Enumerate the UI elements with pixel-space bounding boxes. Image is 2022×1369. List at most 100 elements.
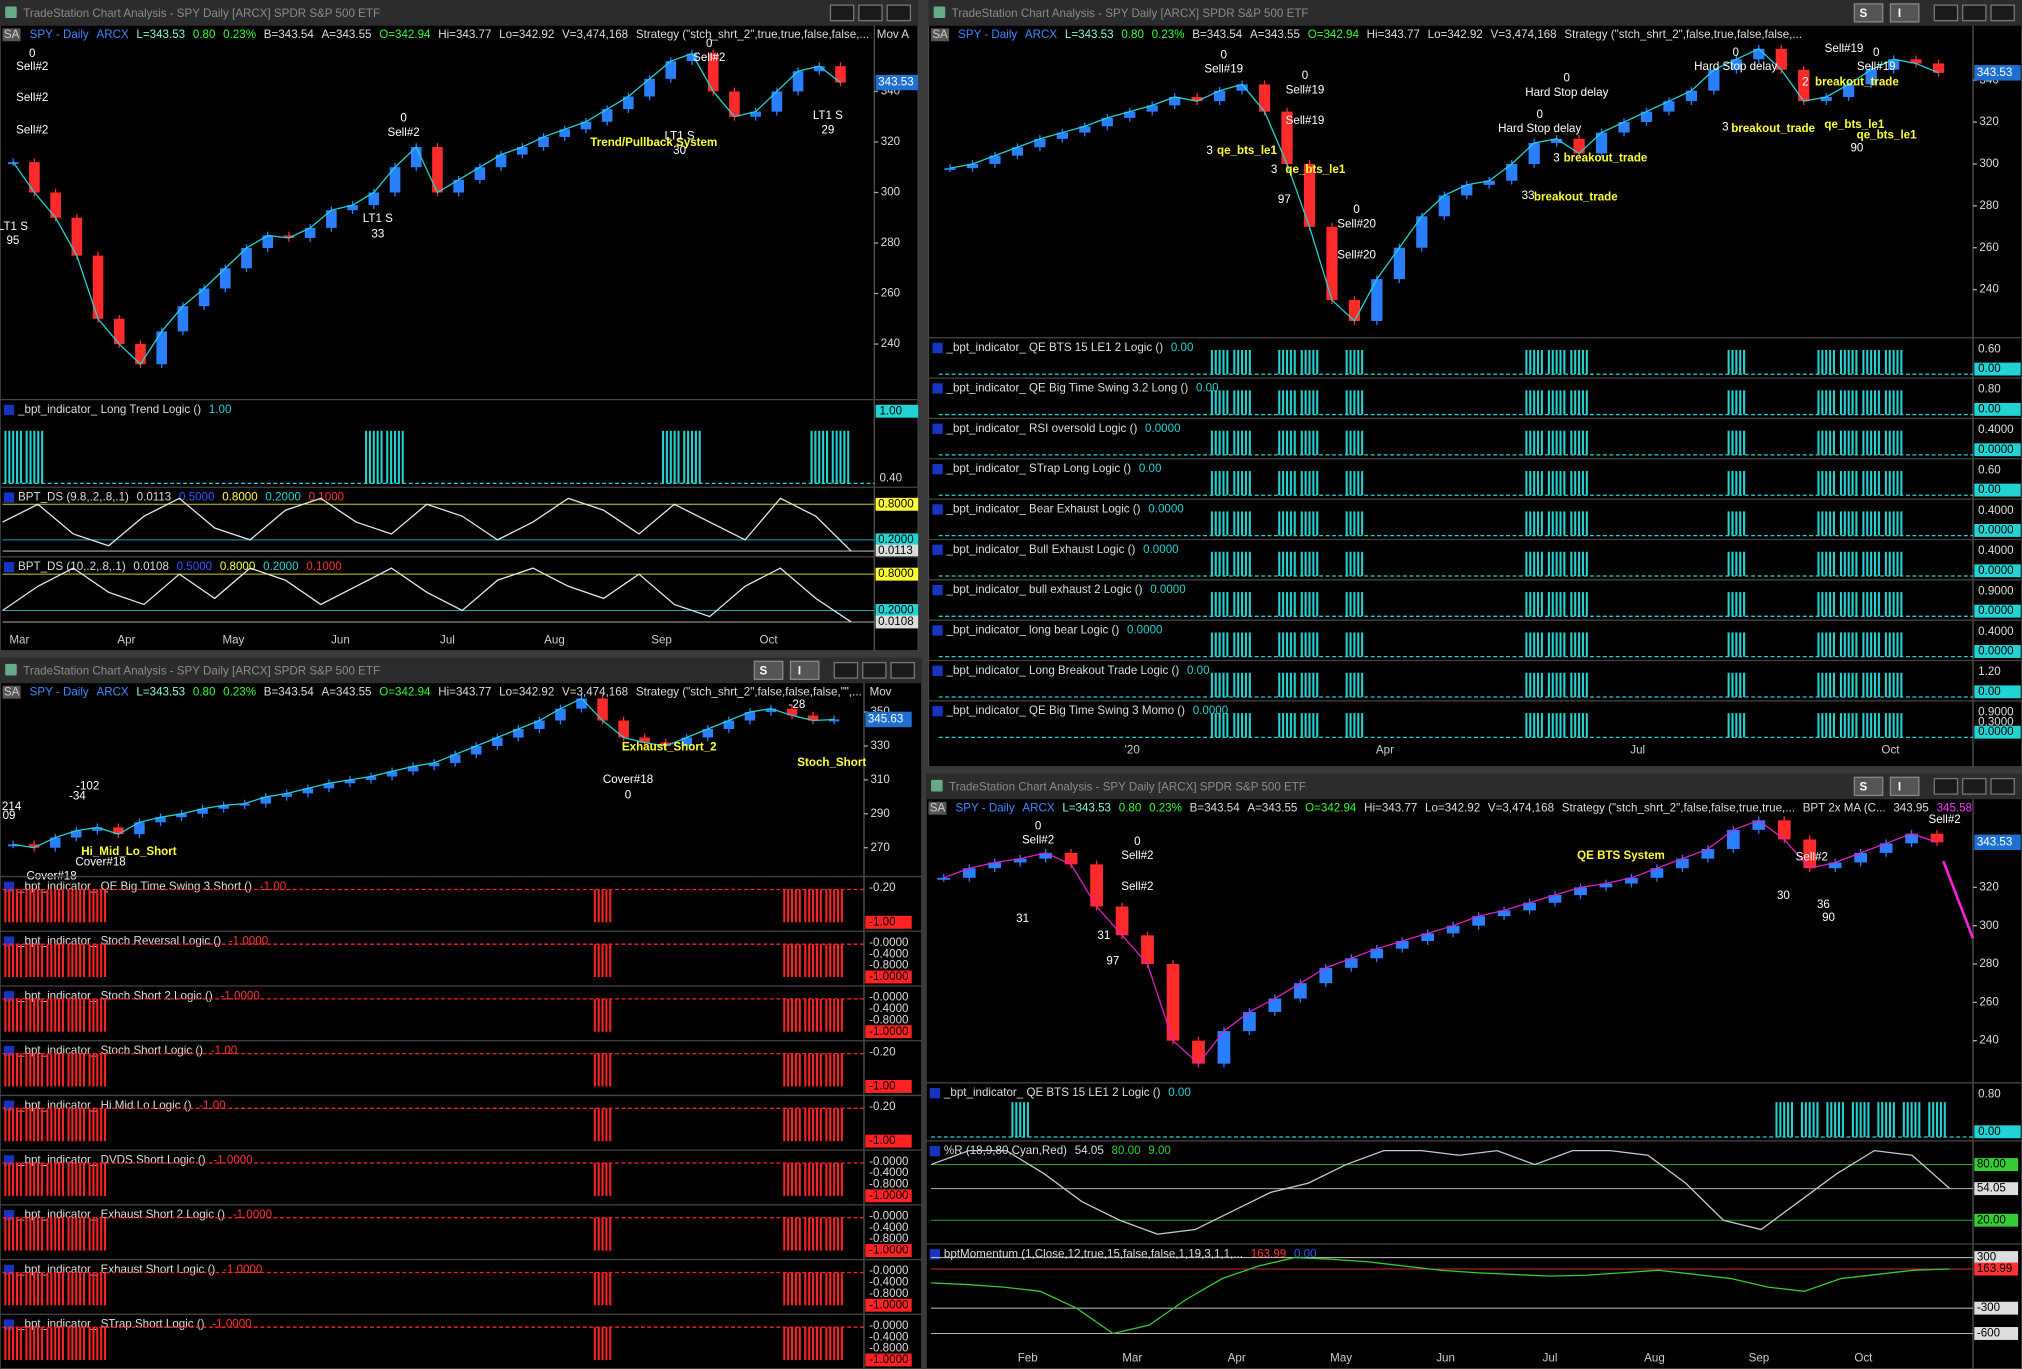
- signal-bar: [19, 1163, 22, 1196]
- signal-bar: [1902, 1102, 1905, 1137]
- signal-bar: [1308, 350, 1311, 375]
- candle: [1685, 90, 1698, 102]
- signal-label: Sell#19: [1204, 63, 1243, 76]
- tool-button[interactable]: [753, 660, 784, 680]
- tool-button[interactable]: [1853, 3, 1884, 23]
- signal-bar: [1210, 632, 1213, 657]
- maximize-button[interactable]: [1962, 777, 1987, 795]
- signal-bar: [67, 1217, 70, 1251]
- signal-bar: [1892, 471, 1895, 496]
- y-tick-label: 240: [1979, 283, 1998, 296]
- minimize-button[interactable]: [1933, 777, 1959, 795]
- signal-bar: [601, 1053, 604, 1087]
- signal-bar: [4, 1163, 7, 1196]
- info-text: A=343.55: [322, 28, 372, 41]
- signal-bar: [1855, 511, 1858, 536]
- signal-label: Sell#2: [1796, 850, 1828, 863]
- y-tick-label: 240: [1979, 1034, 1998, 1047]
- level-label: 0.2000: [878, 604, 913, 617]
- close-button[interactable]: [1990, 777, 2015, 795]
- tool-button[interactable]: [1889, 3, 1920, 23]
- candle: [989, 155, 1001, 164]
- signal-bar: [1304, 592, 1307, 617]
- signal-bar: [88, 1108, 91, 1142]
- tool-button[interactable]: [1889, 776, 1920, 797]
- signal-bar: [1825, 471, 1828, 496]
- panel-label: 9.00: [1148, 1144, 1171, 1157]
- signal-bar: [1727, 672, 1730, 698]
- chart-window: TradeStation Chart Analysis - SPY Daily …: [925, 773, 2022, 1369]
- panel-label: _bpt_indicator_ QE Big Time Swing 3 Momo…: [946, 704, 1186, 717]
- signal-bar: [1841, 1102, 1844, 1137]
- signal-bar: [1308, 430, 1311, 455]
- minimize-button[interactable]: [833, 661, 859, 679]
- signal-bar: [1731, 350, 1734, 375]
- signal-bar: [601, 944, 604, 978]
- signal-bar: [815, 944, 818, 978]
- minimize-button[interactable]: [1933, 4, 1959, 22]
- signal-bar: [1866, 672, 1869, 698]
- close-button[interactable]: [890, 661, 915, 679]
- y-tick-label: 310: [870, 773, 889, 786]
- panel-label: -1.0000: [229, 935, 268, 948]
- signal-bar: [4, 944, 7, 978]
- close-button[interactable]: [886, 4, 912, 22]
- panel-tick-label: 0.00: [1978, 402, 2001, 415]
- signal-bar: [58, 998, 61, 1032]
- y-tick-label: 260: [881, 287, 900, 300]
- info-text: O=342.94: [379, 685, 431, 698]
- signal-bar: [1559, 390, 1562, 415]
- panel-label: 0.0113: [137, 491, 172, 504]
- signal-bar: [593, 1163, 596, 1196]
- signal-bar: [1851, 430, 1854, 455]
- signal-bar: [1892, 632, 1895, 657]
- maximize-button[interactable]: [862, 661, 887, 679]
- panel-label: 0.00: [1139, 462, 1162, 475]
- signal-bar: [787, 1217, 790, 1251]
- info-badge: [931, 28, 950, 42]
- signal-bar: [1812, 1102, 1815, 1137]
- signal-bar: [100, 1053, 103, 1087]
- signal-bar: [815, 889, 818, 923]
- info-text: SA: [4, 28, 20, 41]
- signal-bar: [1832, 390, 1835, 415]
- signal-label: 30: [673, 144, 686, 157]
- signal-bar: [1289, 471, 1292, 496]
- close-button[interactable]: [1990, 4, 2015, 22]
- signal-bar: [597, 889, 600, 923]
- candle: [281, 793, 293, 797]
- maximize-button[interactable]: [858, 4, 883, 22]
- tool-button[interactable]: [1853, 776, 1884, 797]
- signal-bar: [1237, 350, 1240, 375]
- maximize-button[interactable]: [1962, 4, 1987, 22]
- signal-bar: [1555, 511, 1558, 536]
- signal-label: Sell#2: [693, 51, 725, 64]
- signal-bar: [1574, 672, 1577, 698]
- signal-bar: [609, 889, 612, 923]
- signal-bar: [1881, 1102, 1884, 1137]
- signal-bar: [815, 1053, 818, 1087]
- signal-bar: [840, 889, 843, 923]
- signal-bar: [1312, 551, 1315, 576]
- signal-bar: [1829, 511, 1832, 536]
- signal-bar: [54, 1163, 57, 1196]
- signal-bar: [40, 889, 43, 923]
- last-price-box: [875, 74, 919, 91]
- signal-bar: [1285, 551, 1289, 576]
- signal-bar: [25, 1053, 28, 1087]
- signal-bar: [96, 944, 99, 978]
- info-text: 345.58: [1937, 801, 1972, 814]
- signal-bar: [1790, 1102, 1794, 1137]
- signal-bar: [825, 944, 828, 978]
- panel-label: _bpt_indicator_ QE BTS 15 LE1 2 Logic (): [946, 341, 1164, 354]
- signal-bar: [36, 944, 40, 978]
- signal-bar: [1312, 632, 1315, 657]
- signal-bar: [1843, 430, 1846, 455]
- tool-button[interactable]: [789, 660, 820, 680]
- signal-bar: [4, 998, 7, 1032]
- minimize-button[interactable]: [829, 4, 855, 22]
- signal-bar: [833, 1053, 836, 1087]
- info-text: B=343.54: [1190, 801, 1241, 814]
- value-box: [1974, 443, 2021, 457]
- signal-bar: [1731, 551, 1734, 576]
